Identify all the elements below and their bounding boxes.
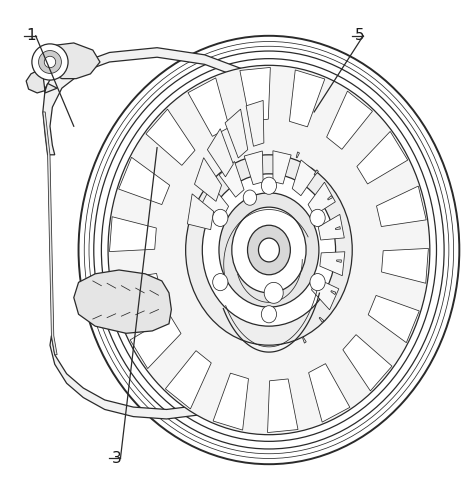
Polygon shape	[319, 317, 324, 322]
Ellipse shape	[79, 36, 459, 464]
Polygon shape	[337, 260, 341, 262]
Polygon shape	[109, 216, 156, 252]
Polygon shape	[201, 185, 228, 218]
Ellipse shape	[219, 193, 319, 307]
Polygon shape	[289, 70, 325, 127]
Polygon shape	[195, 158, 222, 202]
Polygon shape	[327, 196, 332, 200]
Polygon shape	[268, 379, 298, 432]
Ellipse shape	[258, 238, 279, 262]
Polygon shape	[119, 158, 169, 204]
Polygon shape	[74, 270, 171, 334]
Polygon shape	[292, 160, 317, 196]
Polygon shape	[368, 296, 419, 343]
Polygon shape	[318, 214, 344, 240]
Ellipse shape	[39, 50, 61, 74]
Polygon shape	[343, 334, 392, 391]
Polygon shape	[43, 112, 57, 354]
Ellipse shape	[310, 274, 325, 290]
Ellipse shape	[243, 190, 257, 206]
Ellipse shape	[213, 274, 228, 290]
Polygon shape	[244, 151, 263, 184]
Polygon shape	[246, 100, 264, 146]
Polygon shape	[112, 274, 161, 314]
Text: 3: 3	[112, 451, 121, 466]
Polygon shape	[382, 248, 428, 284]
Ellipse shape	[248, 225, 290, 275]
Ellipse shape	[213, 210, 228, 226]
Polygon shape	[273, 150, 291, 184]
Ellipse shape	[261, 177, 277, 194]
Polygon shape	[208, 128, 233, 177]
Polygon shape	[188, 78, 229, 136]
Ellipse shape	[261, 306, 277, 323]
Polygon shape	[331, 290, 336, 294]
Polygon shape	[303, 338, 306, 343]
Polygon shape	[26, 43, 100, 93]
Polygon shape	[377, 186, 426, 226]
Polygon shape	[314, 170, 318, 175]
Ellipse shape	[108, 66, 430, 434]
Polygon shape	[308, 364, 350, 422]
Polygon shape	[146, 109, 195, 166]
Polygon shape	[225, 109, 248, 158]
Polygon shape	[357, 132, 408, 184]
Polygon shape	[43, 48, 267, 155]
Ellipse shape	[310, 210, 325, 226]
Ellipse shape	[264, 282, 283, 304]
Ellipse shape	[32, 44, 68, 80]
Polygon shape	[308, 182, 336, 216]
Ellipse shape	[202, 174, 336, 326]
Polygon shape	[50, 336, 267, 419]
Text: 5: 5	[355, 28, 364, 44]
Ellipse shape	[186, 155, 352, 345]
Polygon shape	[219, 162, 244, 197]
Polygon shape	[213, 373, 248, 430]
Text: 1: 1	[26, 28, 36, 44]
Ellipse shape	[44, 56, 56, 68]
Polygon shape	[296, 152, 299, 158]
Polygon shape	[327, 91, 373, 150]
Ellipse shape	[232, 207, 306, 293]
Polygon shape	[165, 350, 211, 409]
Polygon shape	[320, 252, 345, 276]
Polygon shape	[240, 68, 270, 121]
Polygon shape	[336, 226, 340, 230]
Polygon shape	[188, 194, 214, 230]
Polygon shape	[130, 316, 181, 368]
Polygon shape	[311, 278, 339, 310]
